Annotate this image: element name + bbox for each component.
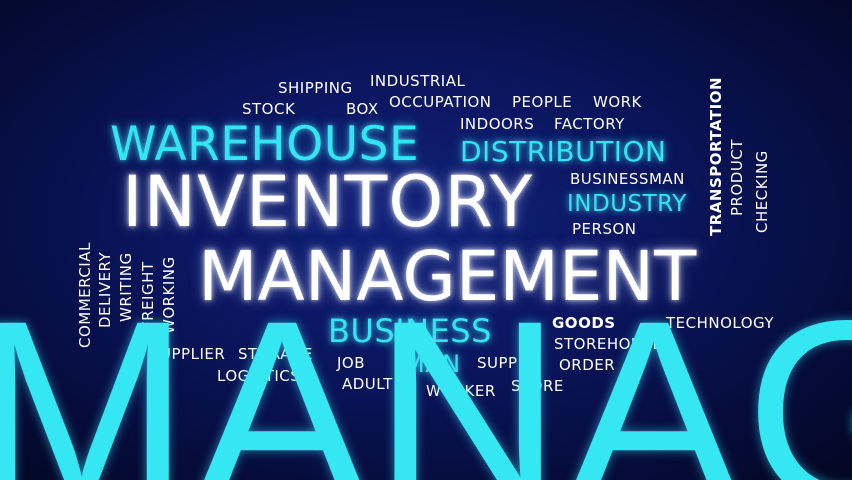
word-checking: CHECKING xyxy=(753,150,771,233)
word-distribution: DISTRIBUTION xyxy=(460,135,667,168)
word-businessman: BUSINESSMAN xyxy=(570,170,685,188)
large-foreground-word: MANAG xyxy=(0,266,852,480)
word-logistics: LOGISTICS xyxy=(217,367,301,385)
word-indoors: INDOORS xyxy=(460,115,535,133)
word-industrial: INDUSTRIAL xyxy=(370,72,466,90)
word-person: PERSON xyxy=(572,220,637,238)
word-warehouse: WAREHOUSE xyxy=(110,117,420,172)
word-storehouse: STOREHOUSE xyxy=(554,335,663,353)
word-technology: TECHNOLOGY xyxy=(666,314,775,332)
word-occupation: OCCUPATION xyxy=(389,93,492,111)
word-box: BOX xyxy=(346,100,379,118)
word-product: PRODUCT xyxy=(728,139,746,216)
word-work: WORK xyxy=(593,93,642,111)
word-store: STORE xyxy=(511,377,564,395)
word-inventory: INVENTORY xyxy=(122,161,534,243)
word-shipping: SHIPPING xyxy=(278,79,353,97)
word-storage: STORAGE xyxy=(238,345,313,363)
word-people: PEOPLE xyxy=(512,93,573,111)
word-man: MAN xyxy=(404,350,461,378)
word-stock: STOCK xyxy=(242,100,296,118)
word-goods: GOODS xyxy=(552,314,616,332)
word-order: ORDER xyxy=(559,356,616,374)
word-business: BUSINESS xyxy=(328,312,492,350)
word-supplier: SUPPLIER xyxy=(150,345,226,363)
word-adult: ADULT xyxy=(342,375,393,393)
word-job: JOB xyxy=(337,354,366,372)
word-factory: FACTORY xyxy=(554,115,625,133)
word-transportation: TRANSPORTATION xyxy=(707,77,725,236)
word-supply: SUPPLY xyxy=(477,354,535,372)
word-management: MANAGEMENT xyxy=(198,237,697,317)
word-industry: INDUSTRY xyxy=(567,191,687,217)
word-worker: WORKER xyxy=(426,382,496,400)
